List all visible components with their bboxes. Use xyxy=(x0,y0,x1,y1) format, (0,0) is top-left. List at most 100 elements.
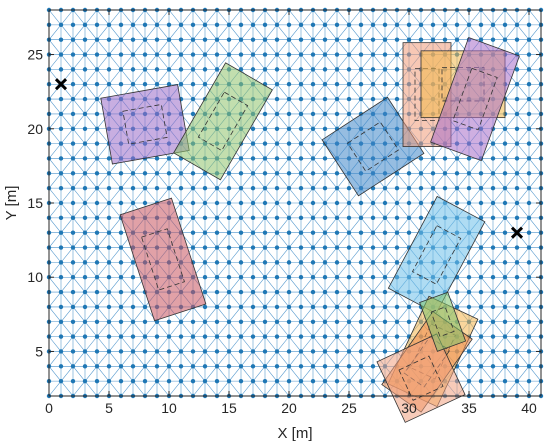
grid-node xyxy=(322,111,328,117)
grid-diagonal xyxy=(480,187,494,204)
grid-node xyxy=(202,260,208,265)
x-tick-label: 30 xyxy=(401,400,417,416)
grid-diagonal xyxy=(240,247,254,263)
grid-diagonal xyxy=(48,143,62,159)
grid-diagonal xyxy=(348,24,362,40)
grid-node xyxy=(250,245,256,250)
grid-node xyxy=(322,96,328,102)
grid-diagonal xyxy=(144,69,158,85)
grid-node xyxy=(370,349,376,354)
grid-node xyxy=(370,52,376,57)
grid-node xyxy=(502,215,508,221)
grid-diagonal xyxy=(252,366,266,382)
grid-node xyxy=(382,37,388,42)
grid-node xyxy=(94,141,100,146)
grid-node xyxy=(334,245,340,250)
grid-node xyxy=(394,200,400,206)
grid-diagonal xyxy=(504,380,518,397)
grid-diagonal xyxy=(348,306,362,322)
rectangle-outer xyxy=(119,197,207,322)
grid-diagonal xyxy=(300,366,314,382)
grid-node xyxy=(502,185,508,191)
grid-diagonal xyxy=(108,9,122,26)
grid-diagonal xyxy=(72,158,86,174)
grid-diagonal xyxy=(276,306,290,322)
grid-diagonal xyxy=(288,321,302,337)
grid-diagonal xyxy=(336,321,350,337)
grid-node xyxy=(322,126,328,131)
grid-diagonal xyxy=(144,173,158,189)
grid-node xyxy=(178,185,184,191)
grid-node xyxy=(358,37,364,42)
grid-diagonal xyxy=(72,336,86,352)
grid-node xyxy=(382,275,388,280)
grid-node xyxy=(58,22,64,28)
grid-diagonal xyxy=(312,69,326,85)
grid-diagonal xyxy=(276,54,290,70)
grid-node xyxy=(346,378,352,384)
grid-diagonal xyxy=(216,321,230,337)
grid-node xyxy=(526,304,532,310)
x-axis-ticks: 0 5 10 15 20 25 30 35 40 xyxy=(45,10,537,416)
grid-node xyxy=(370,364,376,369)
grid-diagonal xyxy=(180,336,194,352)
grid-node xyxy=(118,171,124,176)
grid-diagonal xyxy=(516,291,530,308)
grid-node xyxy=(346,215,352,221)
grid-node xyxy=(106,82,112,87)
grid-diagonal xyxy=(516,9,530,26)
grid-diagonal xyxy=(336,380,350,397)
grid-node xyxy=(514,156,520,161)
grid-node xyxy=(358,378,364,384)
grid-diagonal xyxy=(204,54,218,70)
grid-node xyxy=(526,319,532,324)
grid-diagonal xyxy=(192,336,206,352)
grid-node xyxy=(142,67,148,72)
grid-diagonal xyxy=(228,173,242,189)
grid-node xyxy=(526,171,532,176)
grid-diagonal xyxy=(336,202,350,219)
grid-diagonal xyxy=(192,24,206,40)
grid-node xyxy=(118,304,124,310)
grid-node xyxy=(502,275,508,280)
grid-diagonal xyxy=(48,232,62,248)
grid-diagonal xyxy=(504,9,518,26)
grid-diagonal xyxy=(252,321,266,337)
grid-diagonal xyxy=(180,380,194,397)
rectangle-group xyxy=(430,37,520,162)
grid-node xyxy=(238,260,244,265)
grid-diagonal xyxy=(228,158,242,174)
grid-diagonal xyxy=(60,98,74,115)
grid-node xyxy=(166,364,172,369)
grid-diagonal xyxy=(156,351,170,367)
grid-node xyxy=(166,156,172,161)
grid-diagonal xyxy=(192,173,206,189)
grid-diagonal xyxy=(468,247,482,263)
grid-node xyxy=(526,96,532,102)
grid-diagonal xyxy=(384,9,398,26)
grid-diagonal xyxy=(324,187,338,204)
grid-node xyxy=(106,171,112,176)
grid-diagonal xyxy=(372,336,386,352)
grid-node xyxy=(322,22,328,28)
grid-diagonal xyxy=(252,217,266,233)
grid-diagonal xyxy=(288,351,302,367)
grid-node xyxy=(154,37,160,42)
grid-diagonal xyxy=(264,247,278,263)
grid-diagonal xyxy=(216,306,230,322)
grid-node xyxy=(334,52,340,57)
grid-diagonal xyxy=(72,143,86,159)
grid-diagonal xyxy=(516,202,530,219)
grid-node xyxy=(514,334,520,339)
grid-node xyxy=(478,260,484,265)
grid-node xyxy=(106,378,112,384)
grid-node xyxy=(442,171,448,176)
grid-diagonal xyxy=(300,247,314,263)
grid-node xyxy=(370,96,376,102)
grid-diagonal xyxy=(492,232,506,248)
grid-node xyxy=(94,111,100,117)
grid-node xyxy=(82,171,88,176)
grid-diagonal xyxy=(360,24,374,40)
grid-diagonal xyxy=(132,69,146,85)
grid-diagonal xyxy=(264,232,278,248)
